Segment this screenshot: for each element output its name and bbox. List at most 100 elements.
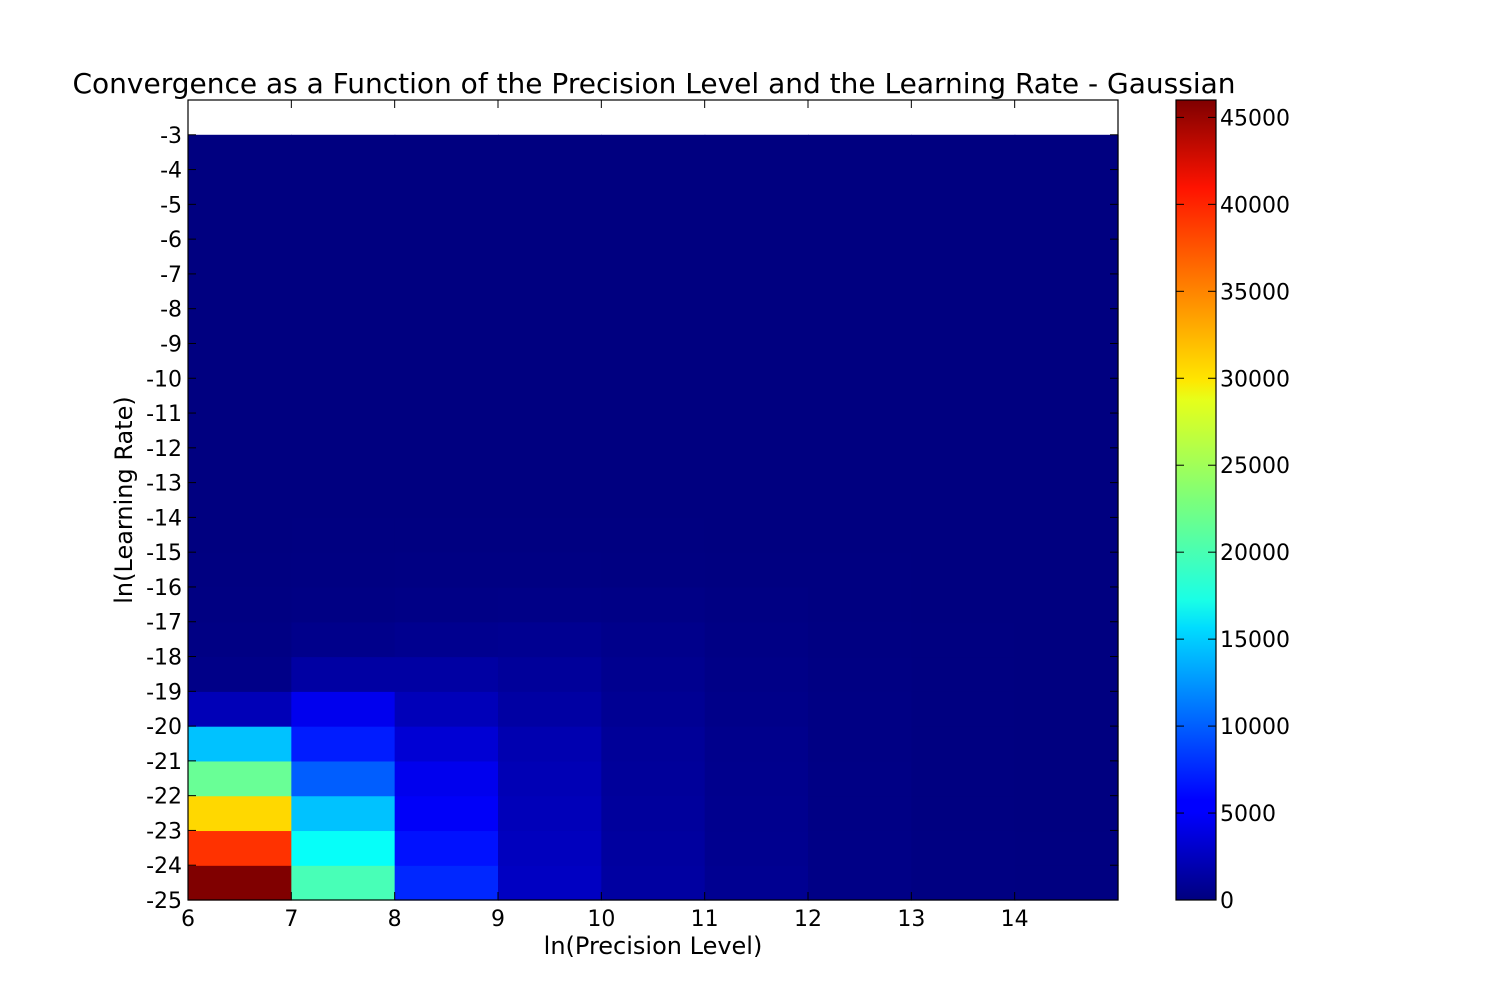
y-tick-label: -6 (160, 228, 182, 253)
heatmap-cell (601, 656, 706, 692)
heatmap-cell (394, 447, 499, 484)
heatmap-cell (1014, 482, 1119, 518)
heatmap-cell (704, 308, 809, 345)
heatmap-cell (911, 830, 1016, 866)
heatmap-cell (291, 204, 396, 240)
heatmap-cell (1014, 204, 1119, 240)
heatmap-cell (291, 552, 396, 588)
heatmap-cell (394, 656, 499, 692)
heatmap-cell (911, 169, 1016, 205)
heatmap-cell (704, 795, 809, 832)
heatmap-cell (188, 726, 292, 762)
heatmap-cell (498, 552, 602, 588)
heatmap-cell (291, 308, 396, 345)
heatmap-cell (808, 378, 912, 414)
heatmap-cell (1014, 517, 1119, 553)
heatmap-cell (1014, 726, 1119, 762)
heatmap-cell (601, 308, 706, 345)
heatmap-cell (394, 204, 499, 240)
heatmap-cell (291, 586, 396, 623)
heatmap-cell (498, 308, 602, 345)
heatmap-cell (394, 830, 499, 866)
heatmap-cell (188, 691, 292, 727)
heatmap-cell (394, 517, 499, 553)
heatmap-cell (808, 169, 912, 205)
heatmap-cell (911, 482, 1016, 518)
heatmap-cell (911, 795, 1016, 832)
heatmap-cell (291, 413, 396, 449)
heatmap-cell (911, 760, 1016, 797)
colorbar-tick-label: 20000 (1220, 541, 1290, 566)
heatmap-cell (601, 273, 706, 310)
heatmap-cell (498, 795, 602, 832)
heatmap-cell (808, 204, 912, 240)
y-tick-label: -9 (160, 332, 182, 357)
y-tick-label: -24 (146, 854, 182, 879)
y-tick-label: -8 (160, 298, 182, 323)
x-axis-ticks: 6 7 8 9 10 11 12 13 14 (181, 100, 1029, 932)
heatmap-cell (291, 517, 396, 553)
heatmap-cell (188, 204, 292, 240)
heatmap-cell (911, 204, 1016, 240)
heatmap-cell (394, 621, 499, 658)
heatmap-cell (291, 273, 396, 310)
heatmap-cell (291, 656, 396, 692)
heatmap-cell (498, 239, 602, 275)
heatmap-cell (704, 830, 809, 866)
heatmap-cell (704, 134, 809, 171)
heatmap-cell (1014, 621, 1119, 658)
heatmap-cell (911, 621, 1016, 658)
heatmap-cell (704, 656, 809, 692)
heatmap-cell (1014, 134, 1119, 171)
x-tick-label: 9 (491, 907, 505, 932)
heatmap-cell (188, 621, 292, 658)
heatmap-cell (808, 482, 912, 518)
y-tick-label: -4 (160, 159, 182, 184)
x-tick-label: 6 (181, 907, 195, 932)
heatmap-cell (911, 691, 1016, 727)
colorbar-tick-label: 35000 (1220, 280, 1290, 305)
heatmap-cell (1014, 691, 1119, 727)
heatmap-cell (188, 586, 292, 623)
colorbar-ticks: 0 5000 10000 15000 20000 25000 30000 35000 40000… (1176, 106, 1290, 914)
heatmap-cell (394, 169, 499, 205)
heatmap-cell (704, 413, 809, 449)
heatmap-cell (291, 830, 396, 866)
heatmap-cell (911, 239, 1016, 275)
heatmap-cell (498, 413, 602, 449)
heatmap-cell (291, 134, 396, 171)
y-axis-ticks: -25 -24 -23 -22 -21 -20 -19 -18 -17 -16 -15 -14 -13 -… (146, 124, 1118, 914)
heatmap-cell (394, 691, 499, 727)
heatmap-cell (291, 343, 396, 379)
heatmap-cell (601, 865, 706, 901)
heatmap-cell (911, 413, 1016, 449)
y-tick-label: -15 (146, 541, 182, 566)
heatmap-cell (808, 691, 912, 727)
heatmap-cell (188, 169, 292, 205)
colorbar-tick-label: 0 (1220, 889, 1234, 914)
heatmap-cell (808, 760, 912, 797)
x-tick-label: 10 (587, 907, 615, 932)
heatmap-cell (704, 621, 809, 658)
heatmap-cell (911, 726, 1016, 762)
heatmap-cell (601, 343, 706, 379)
heatmap-cell (808, 447, 912, 484)
heatmap-cell (1014, 343, 1119, 379)
heatmap-cell (808, 656, 912, 692)
heatmap-cell (188, 482, 292, 518)
heatmap-cell (601, 830, 706, 866)
heatmap-cell (704, 447, 809, 484)
heatmap-cell (291, 726, 396, 762)
heatmap-cell (291, 447, 396, 484)
heatmap-cell (498, 447, 602, 484)
heatmap-cell (808, 239, 912, 275)
heatmap-cell (291, 795, 396, 832)
heatmap-cell (291, 378, 396, 414)
heatmap-cell (704, 691, 809, 727)
heatmap-cell (188, 413, 292, 449)
chart-title: Convergence as a Function of the Precisi… (72, 67, 1235, 100)
heatmap-cell (601, 517, 706, 553)
heatmap-cell (188, 517, 292, 553)
heatmap-cell (188, 552, 292, 588)
